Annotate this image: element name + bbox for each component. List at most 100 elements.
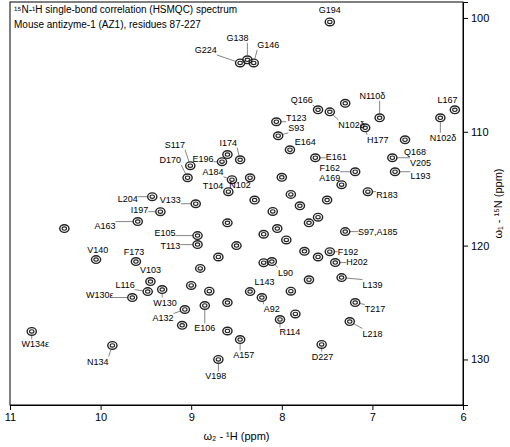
- peak-contour: [225, 329, 229, 332]
- peak-label: V205: [410, 158, 431, 168]
- x-tick-label: 10: [95, 411, 107, 423]
- leader-line: [255, 50, 257, 59]
- leader-line: [148, 211, 156, 212]
- peak-label: S97,A185: [358, 227, 398, 237]
- peak: [133, 218, 142, 226]
- peak-contour: [136, 220, 140, 223]
- peak-label: D227: [312, 352, 334, 362]
- peak-contour: [238, 158, 242, 161]
- peak-label: W134ε: [22, 339, 50, 349]
- x-tick: 6: [460, 405, 466, 423]
- peak-contour: [307, 221, 311, 224]
- peak: [304, 219, 313, 227]
- peak-contour: [438, 116, 442, 119]
- peak-contour: [316, 108, 320, 111]
- peak-contour: [348, 320, 352, 323]
- peak-label: F162: [320, 163, 341, 173]
- leader-line: [181, 165, 185, 174]
- peak-label: E161: [326, 152, 347, 162]
- peak: [60, 225, 69, 233]
- x-tick-mark: [282, 405, 283, 410]
- peak-contour: [189, 284, 193, 287]
- peak-label: G224: [195, 45, 217, 55]
- peak-contour: [276, 134, 280, 137]
- y-tick-mark: [463, 132, 468, 133]
- peak-contour: [226, 190, 230, 193]
- peak: [180, 306, 189, 314]
- peak: [325, 108, 334, 116]
- peak-label: I174: [220, 138, 238, 148]
- peak-label: S117: [165, 140, 185, 150]
- peak: [146, 278, 155, 286]
- peaks: [27, 18, 459, 363]
- peak-contour: [160, 288, 164, 291]
- peak-contour: [271, 210, 275, 213]
- x-axis: 11109876: [5, 405, 467, 423]
- peak: [325, 18, 334, 26]
- peak-label: A169: [319, 173, 340, 183]
- peak-label: D170: [160, 155, 182, 165]
- x-tick-mark: [372, 405, 373, 410]
- peak-contour: [278, 318, 282, 321]
- leader-line: [354, 324, 363, 329]
- peak-label: H202: [346, 257, 368, 267]
- peak: [214, 356, 223, 364]
- peak: [148, 193, 157, 201]
- peak: [286, 287, 295, 295]
- peak-label: G138: [226, 33, 248, 43]
- peak-contour: [280, 176, 284, 179]
- peak: [108, 342, 117, 350]
- peak-label: T104: [203, 181, 224, 191]
- peak-contour: [316, 215, 320, 218]
- x-tick-mark: [10, 405, 11, 410]
- peak: [257, 294, 266, 302]
- peak-contour: [390, 156, 394, 159]
- x-tick-label: 11: [5, 411, 16, 423]
- leader-line: [346, 278, 362, 280]
- spectrum-chart: 11109876100110120130G194G138G146G224Q166…: [0, 0, 510, 447]
- peak: [337, 274, 346, 282]
- peak-contour: [403, 138, 407, 141]
- peak-contour: [146, 290, 150, 293]
- peak-contour: [252, 61, 256, 64]
- peak-label: L90: [278, 268, 293, 278]
- peak: [436, 114, 445, 122]
- peak-contour: [198, 267, 202, 270]
- peak-contour: [180, 324, 184, 327]
- peak-contour: [225, 221, 229, 224]
- peak: [128, 294, 137, 302]
- peak-contour: [225, 153, 229, 156]
- y-tick-mark: [463, 246, 468, 247]
- peak: [91, 256, 100, 264]
- leader-line: [109, 350, 111, 357]
- peak-contour: [328, 20, 332, 23]
- peak: [178, 322, 187, 330]
- peak-contour: [289, 193, 293, 196]
- x-tick-mark: [191, 405, 192, 410]
- peak-label: N102: [229, 180, 251, 190]
- leader-line: [204, 310, 205, 323]
- peak-label: N134: [87, 357, 109, 367]
- y-tick: 100: [463, 12, 489, 24]
- peak-label: V140: [87, 245, 108, 255]
- leader-line: [397, 157, 410, 158]
- peak-label: E106: [194, 323, 215, 333]
- peak: [205, 287, 214, 295]
- peak-contour: [316, 255, 320, 258]
- peak: [196, 265, 205, 273]
- peak: [282, 236, 291, 244]
- x-tick-label: 7: [370, 411, 376, 423]
- peak-contour: [195, 243, 199, 246]
- leader-line: [217, 55, 236, 62]
- peak: [277, 174, 286, 182]
- peak-contour: [216, 255, 220, 258]
- peak-label: A132: [153, 313, 174, 323]
- peak-label: L139: [362, 280, 382, 290]
- peak-contour: [325, 198, 329, 201]
- peak: [259, 230, 268, 238]
- x-axis-title: ω₂ - ¹H (ppm): [203, 430, 269, 442]
- peak-contour: [289, 289, 293, 292]
- peak: [200, 302, 209, 310]
- peak-contour: [302, 250, 306, 253]
- leader-line: [340, 171, 351, 172]
